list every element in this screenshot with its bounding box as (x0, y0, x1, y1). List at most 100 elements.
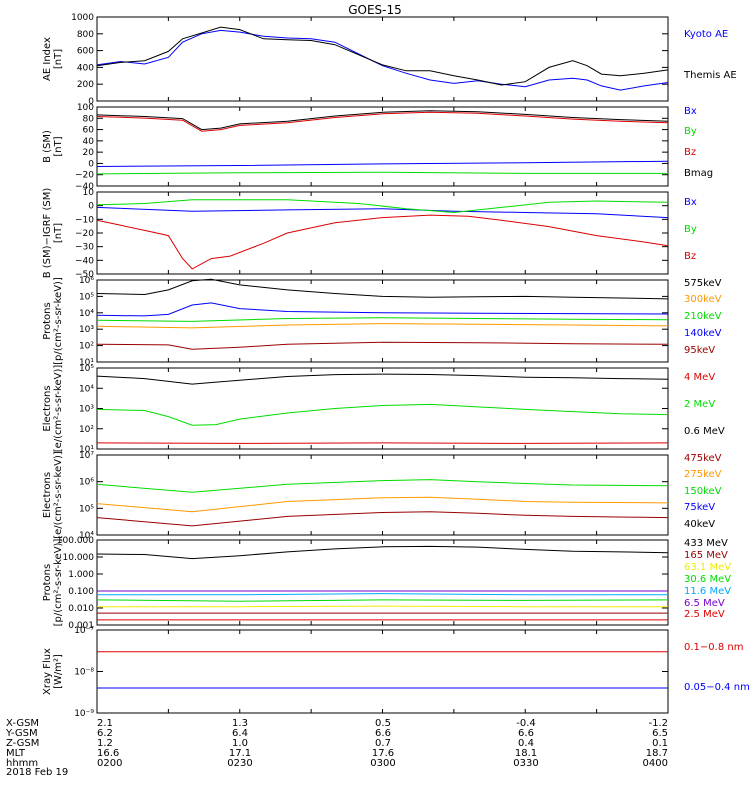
y-axis-label: Xray Flux (42, 648, 53, 695)
panel-frame (96, 629, 669, 714)
ephemeris-value: -1.2 (648, 718, 668, 729)
ephemeris-value: 6.2 (97, 728, 113, 739)
y-axis-label: [p/(cm²-s-sr-keV)] (53, 539, 64, 627)
legend-entry: Bz (684, 251, 696, 262)
legend-entry: 95keV (684, 345, 715, 356)
series-line (96, 26, 669, 86)
y-tick-label: 0 (88, 159, 94, 169)
panel-frame (96, 16, 669, 102)
legend-entry: 0.05−0.4 nm (684, 682, 750, 693)
y-tick-label: 10⁵ (79, 292, 94, 302)
ephemeris-value: 0200 (97, 758, 122, 769)
legend-entry: 433 MeV (684, 538, 728, 549)
y-axis-label: [e/(cm²-s-sr-keV)] (53, 365, 64, 453)
series-line (96, 302, 669, 317)
series-line (96, 206, 669, 219)
legend-entry: 140keV (684, 328, 722, 339)
panel-frame (96, 367, 669, 450)
y-tick-label: 0.100 (68, 587, 94, 597)
y-tick-label: −30 (75, 243, 94, 253)
legend-entry: 165 MeV (684, 550, 728, 561)
legend-entry: Kyoto AE (684, 29, 728, 40)
series-line (96, 511, 669, 527)
y-tick-label: 0.010 (68, 604, 94, 614)
legend-entry: 63.1 MeV (684, 562, 731, 573)
ephemeris-value: 0400 (643, 758, 668, 769)
y-axis-label: [nT] (53, 49, 64, 69)
y-tick-label: 10⁶ (79, 276, 94, 286)
ephemeris-value: 0.7 (375, 738, 391, 749)
y-axis-label: [W/m²] (53, 654, 64, 689)
y-tick-label: 60 (83, 126, 95, 136)
y-axis-label: AE Index (42, 37, 53, 81)
y-tick-label: 10⁴ (79, 309, 94, 319)
y-tick-label: 10.000 (63, 553, 95, 563)
series-line (97, 605, 668, 608)
y-tick-label: 1000 (71, 13, 94, 23)
legend-entry: 210keV (684, 311, 722, 322)
ephemeris-value: 0.1 (652, 738, 668, 749)
legend-entry: 575keV (684, 278, 722, 289)
y-tick-label: 10⁻⁸ (74, 668, 94, 678)
panel-6: 10⁴ 10⁵ 10⁶ 10⁷ Electrons [e/(cm²-s-sr-keV)] 4… (42, 451, 722, 541)
y-tick-label: 0.001 (68, 621, 94, 631)
legend-entry: 0.1−0.8 nm (684, 642, 743, 653)
ephemeris-value: -0.4 (516, 718, 536, 729)
series-line (96, 545, 669, 560)
y-tick-label: 1.000 (68, 570, 94, 580)
y-tick-label: 10² (79, 425, 94, 435)
y-tick-label: 10⁻⁷ (74, 626, 94, 636)
ephemeris-value: 6.6 (375, 728, 391, 739)
y-tick-label: 200 (77, 80, 94, 90)
legend-entry: 6.5 MeV (684, 598, 725, 609)
y-tick-label: 10⁻⁹ (74, 709, 94, 719)
y-tick-label: −10 (75, 215, 94, 225)
ephemeris-value: 1.0 (232, 738, 248, 749)
y-axis-label: [nT] (53, 223, 64, 243)
y-tick-label: 10⁵ (79, 364, 94, 374)
y-tick-label: −50 (75, 270, 94, 280)
y-axis-label: Protons (42, 302, 53, 339)
y-axis-label: [p/(cm²-s-sr-keV)] (53, 277, 64, 365)
legend-entry: 150keV (684, 486, 722, 497)
series-line (96, 323, 669, 329)
series-line (96, 317, 669, 322)
series-line (96, 479, 669, 493)
ephemeris-row-label: Y-GSM (5, 728, 38, 739)
legend-entry: 0.6 MeV (684, 426, 725, 437)
y-tick-label: −20 (75, 229, 94, 239)
series-line (96, 496, 669, 513)
series-line (96, 599, 669, 602)
legend-entry: 300keV (684, 294, 722, 305)
y-tick-label: 20 (83, 148, 95, 158)
legend-entry: Bx (684, 106, 697, 117)
y-tick-label: 10¹ (79, 445, 94, 455)
legend-entry: Bmag (684, 168, 713, 179)
ephemeris-value: 18.7 (646, 748, 668, 759)
ephemeris-table: X-GSM 2.1 1.3 0.5 -0.4 -1.2 Y-GSM 6.2 6.4 6.6 6.6 6… (5, 718, 668, 769)
y-tick-label: −40 (75, 256, 94, 266)
ephemeris-row-label: X-GSM (6, 718, 39, 729)
y-tick-label: 10⁵ (79, 504, 94, 514)
y-tick-label: 100.000 (57, 536, 94, 546)
y-axis-label: Electrons (42, 472, 53, 518)
y-tick-label: −40 (75, 182, 94, 192)
y-axis-label: B (SM)−IGRF (SM) (42, 188, 53, 279)
ephemeris-value: 2.1 (97, 718, 113, 729)
series-line (96, 171, 668, 175)
legend-entry: 11.6 MeV (684, 586, 731, 597)
y-tick-label: 40 (83, 137, 95, 147)
series-line (96, 110, 669, 131)
legend-entry: 2 MeV (684, 399, 715, 410)
y-tick-label: 10⁶ (79, 478, 94, 488)
y-tick-label: 10¹ (79, 358, 94, 368)
series-line (96, 214, 669, 270)
legend-entry: By (684, 224, 697, 235)
legend-entry: 75keV (684, 502, 715, 513)
y-tick-label: 400 (77, 63, 94, 73)
series-line (96, 29, 669, 91)
y-axis-label: [nT] (53, 136, 64, 156)
